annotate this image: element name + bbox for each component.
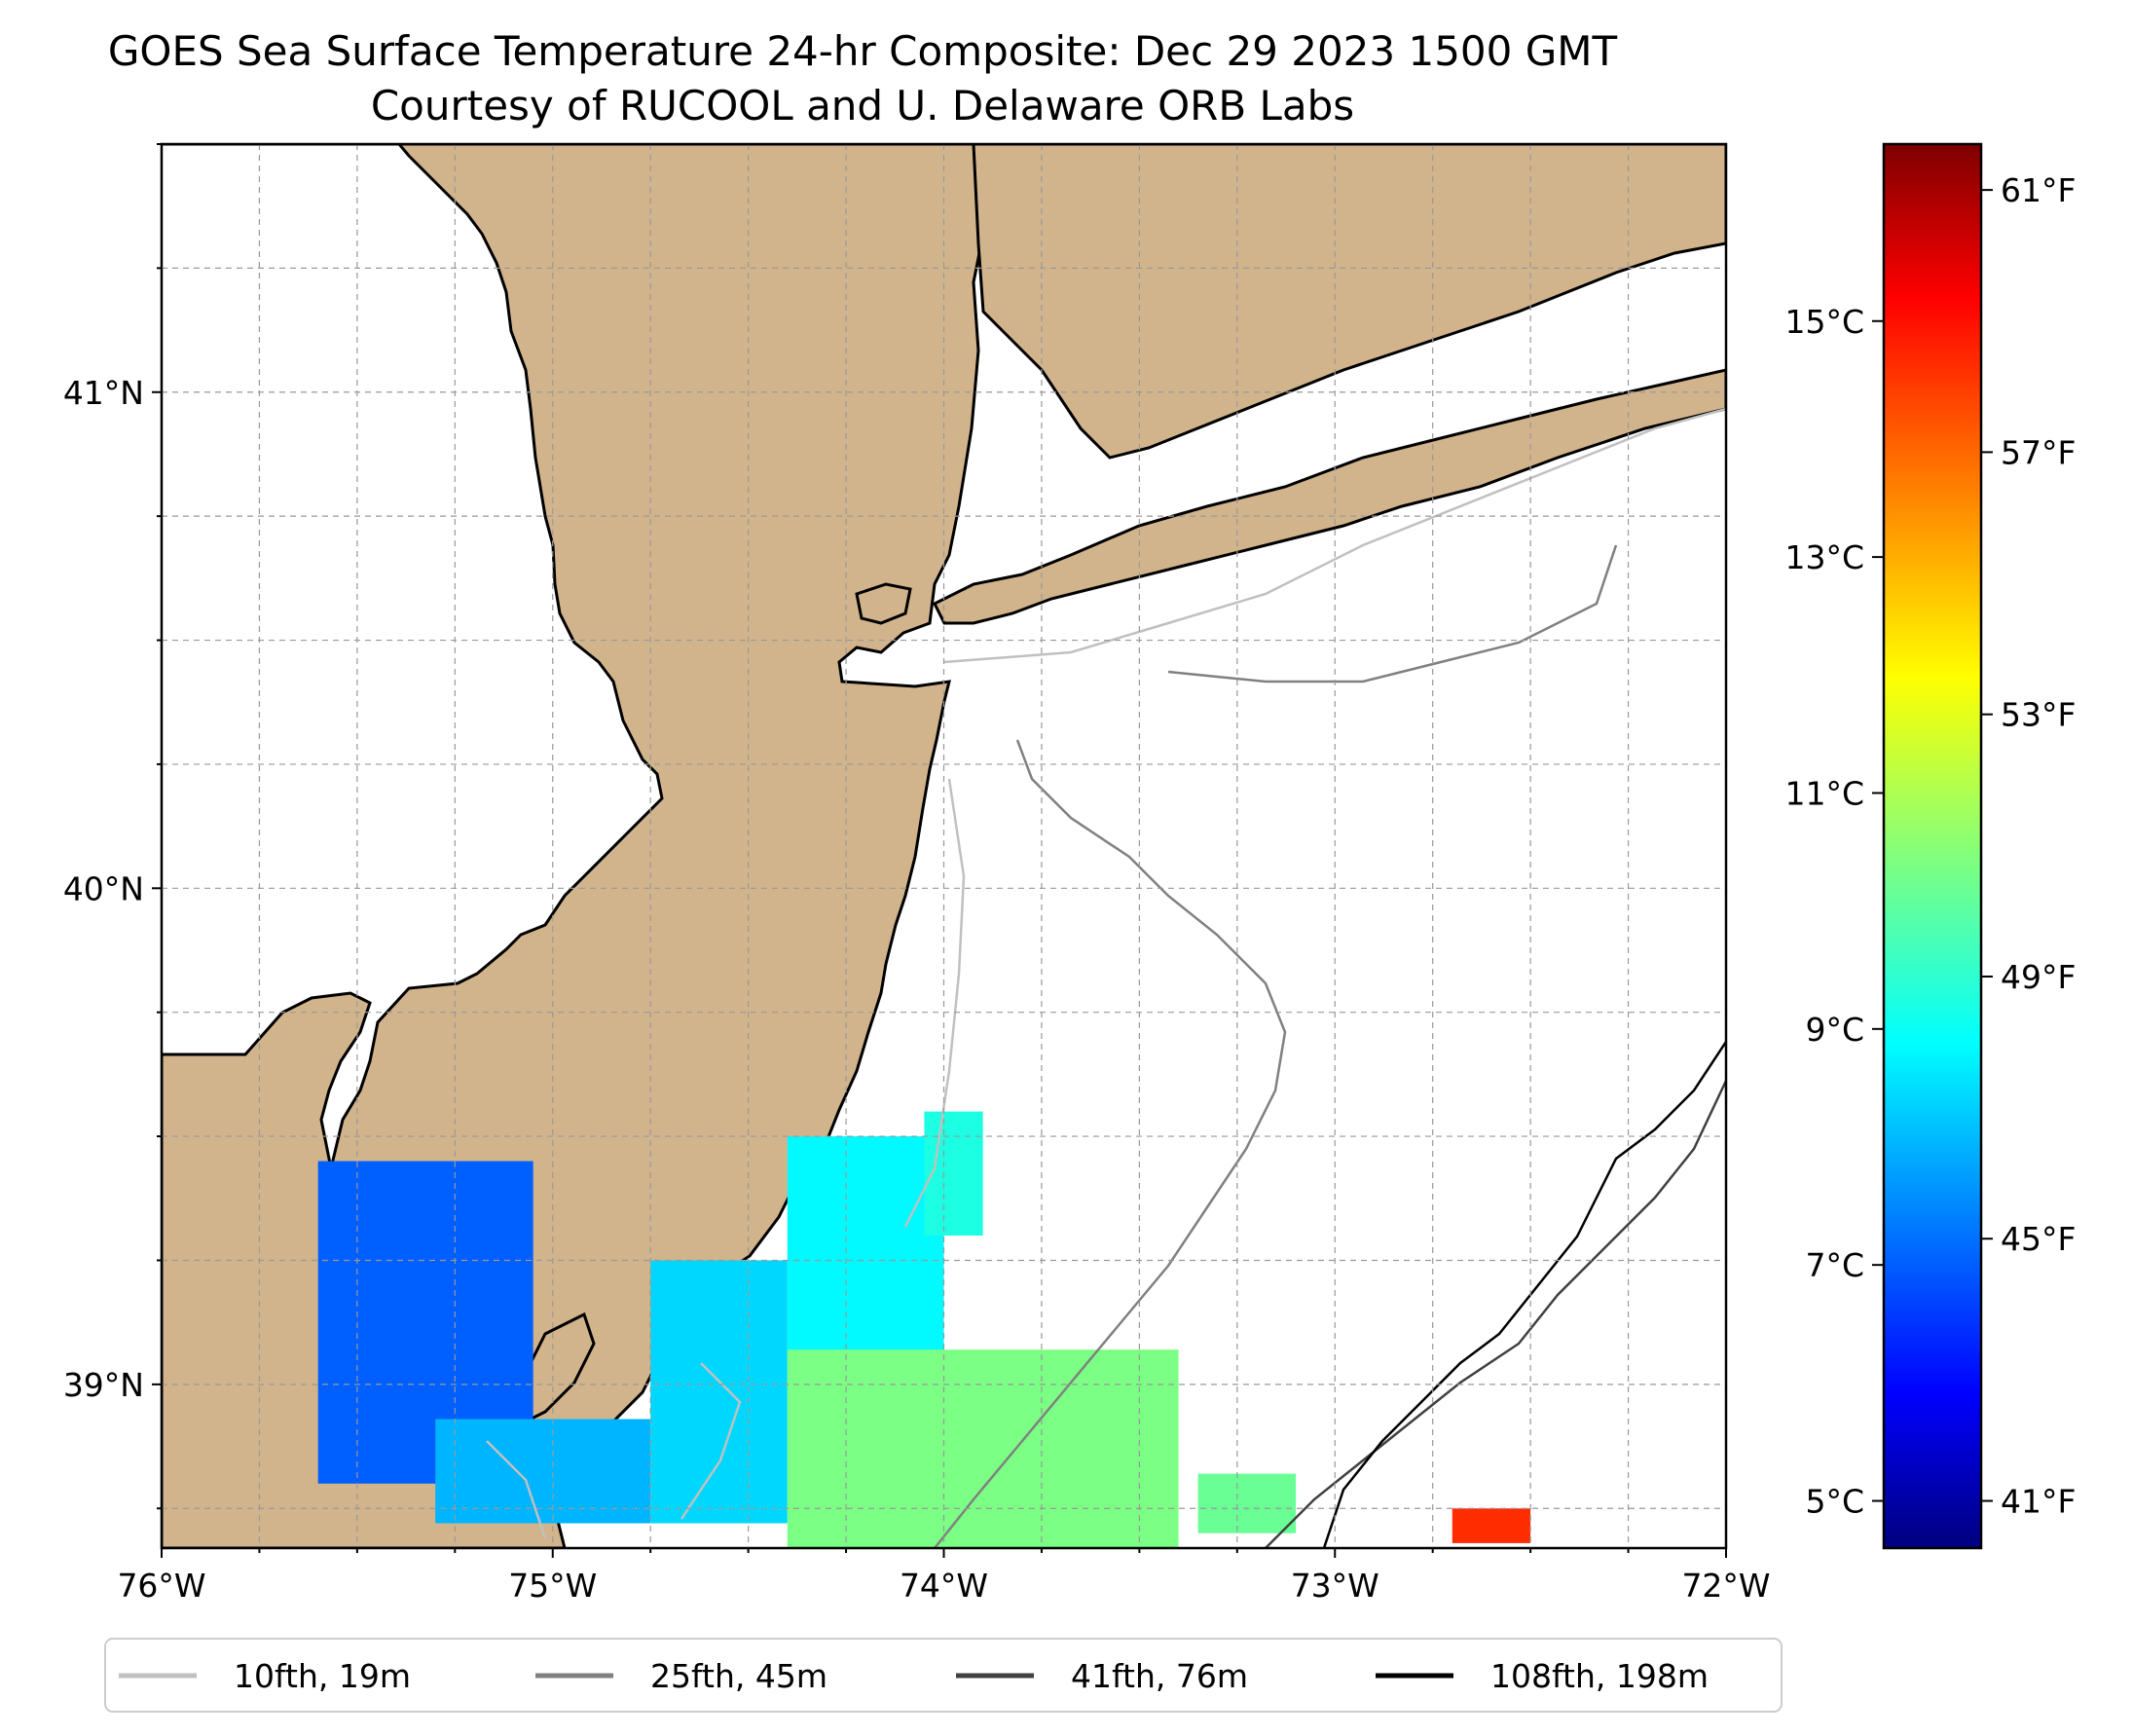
fahrenheit-tick-label: 53°F	[2001, 696, 2076, 734]
fahrenheit-tick-label: 49°F	[2001, 958, 2076, 996]
celsius-tick-label: 5°C	[1805, 1483, 1864, 1521]
celsius-tick-label: 13°C	[1784, 538, 1864, 576]
lon-tick-label: 73°W	[1291, 1567, 1379, 1605]
colorbar-fahrenheit-axis: 41°F 45°F 49°F 53°F 57°F 61°F	[1981, 171, 2076, 1521]
celsius-tick-label: 9°C	[1805, 1011, 1864, 1049]
lon-tick-label: 74°W	[900, 1567, 988, 1605]
fahrenheit-tick-label: 45°F	[2001, 1220, 2076, 1258]
lon-tick-label: 72°W	[1681, 1567, 1770, 1605]
celsius-tick-label: 7°C	[1805, 1246, 1864, 1284]
contour-108fth	[1322, 1041, 1726, 1548]
legend-label: 41fth, 76m	[1071, 1657, 1248, 1695]
staten-island-land	[855, 582, 912, 625]
legend-label: 10fth, 19m	[234, 1657, 411, 1695]
celsius-tick-label: 11°C	[1784, 774, 1864, 812]
lat-tick-label: 39°N	[63, 1366, 144, 1404]
lat-tick-label: 41°N	[63, 374, 144, 412]
contour-25fth	[934, 544, 1618, 1548]
sst-cell-2	[650, 1260, 788, 1524]
sst-cell-4	[924, 1111, 983, 1236]
sst-cell-3	[787, 1136, 944, 1360]
lon-tick-label: 76°W	[117, 1567, 205, 1605]
sst-heatmap	[317, 1111, 1531, 1548]
fahrenheit-tick-label: 41°F	[2001, 1483, 2076, 1521]
latitude-axis: 41°N 40°N 39°N	[63, 143, 162, 1510]
sst-cell-6	[1197, 1473, 1297, 1533]
fahrenheit-tick-label: 61°F	[2001, 171, 2076, 209]
legend-box	[104, 1638, 1783, 1713]
legend-label: 108fth, 198m	[1490, 1657, 1709, 1695]
lon-tick-label: 75°W	[508, 1567, 597, 1605]
celsius-tick-label: 15°C	[1784, 303, 1864, 341]
contour-10fth	[486, 407, 1726, 1539]
sst-cell-5	[787, 1349, 1179, 1548]
fahrenheit-tick-label: 57°F	[2001, 433, 2076, 471]
connecticut-land	[972, 144, 1726, 460]
contour-41fth	[1265, 1080, 1726, 1548]
lat-tick-label: 40°N	[63, 869, 144, 907]
sst-cell-7	[1452, 1508, 1531, 1543]
map-gridlines	[162, 144, 1726, 1548]
sst-cell-1	[435, 1419, 651, 1524]
colorbar-celsius-axis: 5°C 7°C 9°C 11°C 13°C 15°C	[1784, 303, 1884, 1521]
legend: 10fth, 19m 25fth, 45m 41fth, 76m 108fth, 19…	[119, 1657, 1709, 1695]
colorbar	[1882, 142, 1983, 1550]
longitude-axis: 76°W 75°W 74°W 73°W 72°W	[117, 1548, 1771, 1605]
map-title: GOES Sea Surface Temperature 24-hr Compo…	[107, 27, 1618, 75]
legend-label: 25fth, 45m	[650, 1657, 827, 1695]
map-subtitle: Courtesy of RUCOOL and U. Delaware ORB L…	[370, 82, 1355, 129]
long-island-land	[932, 368, 1726, 625]
